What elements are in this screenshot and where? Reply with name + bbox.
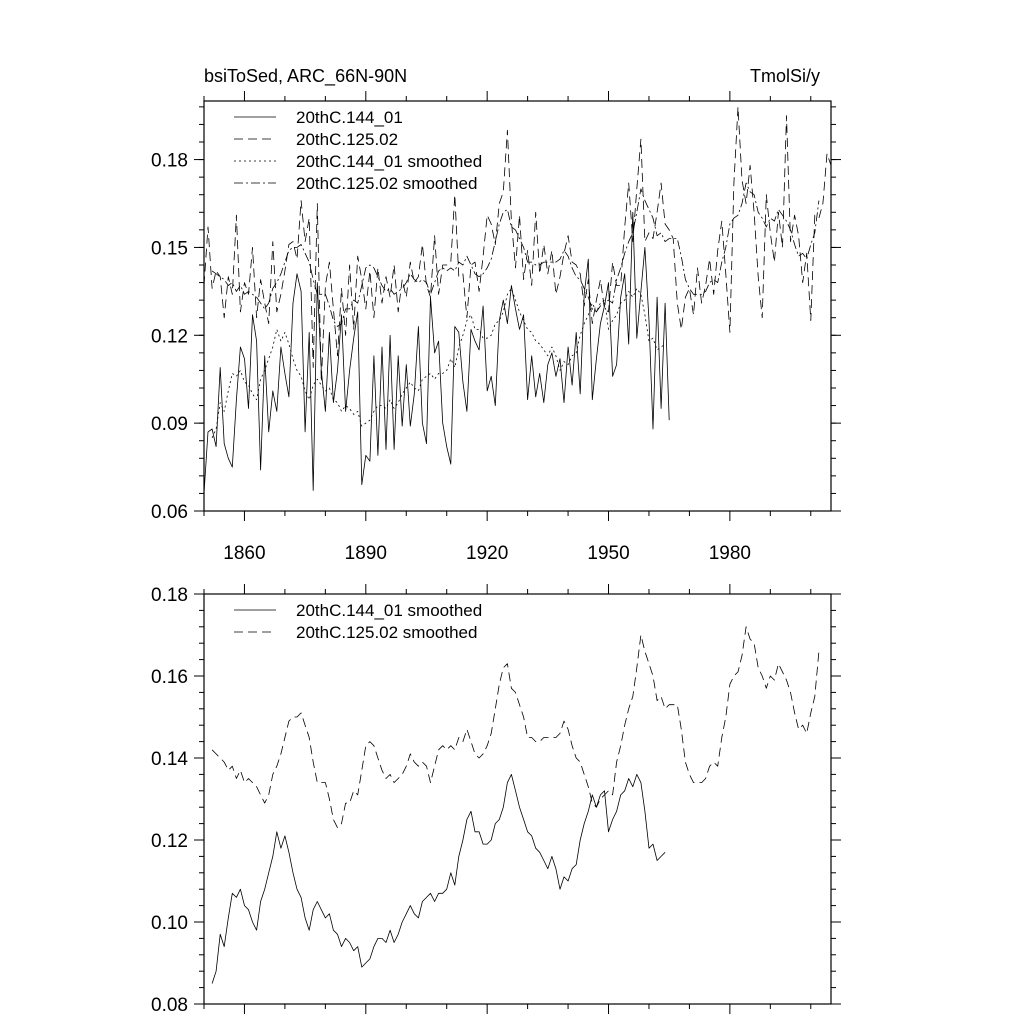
x-tick-label: 1860: [223, 543, 265, 564]
legend-label: 20thC.125.02 smoothed: [296, 623, 477, 642]
x-tick-label: 1980: [709, 543, 751, 564]
series-line-2: [211, 287, 666, 438]
legend-label: 20thC.144_01 smoothed: [296, 601, 482, 620]
y-tick-label: 0.14: [151, 749, 188, 770]
x-tick-label: 1950: [587, 543, 629, 564]
y-tick-label: 0.08: [151, 995, 188, 1016]
y-tick-label: 0.15: [151, 238, 188, 259]
bottom-axis-ticks: 0.08 0.10 0.12 0.14 0.16 0.18: [151, 584, 841, 1016]
series-line-3: [211, 182, 820, 327]
top-series-group: [203, 106, 832, 494]
legend-label: 20thC.125.02 smoothed: [296, 174, 477, 193]
top-axis-ticks: 0.06 0.09 0.12 0.15 0.18 1860 1890 1920 1950 1980: [151, 91, 841, 564]
top-panel: bsiToSed, ARC_66N-90N TmolSi/y 0.060.090…: [151, 66, 841, 564]
y-tick-label: 0.12: [151, 326, 188, 347]
top-plot-frame: [203, 100, 832, 512]
y-tick-label: 0.12: [151, 831, 188, 852]
bottom-series-group: [211, 626, 820, 984]
top-title-left: bsiToSed, ARC_66N-90N: [204, 66, 407, 87]
x-tick-label: 1890: [345, 543, 387, 564]
bottom-panel: 0.08 0.10 0.12 0.14 0.16 0.18 20thC.144_01 sm…: [151, 584, 841, 1016]
bottom-plot-frame: [203, 593, 832, 1005]
legend-label: 20thC.125.02: [296, 130, 398, 149]
series-line-0: [203, 211, 670, 494]
series-line-1: [203, 106, 832, 383]
y-tick-label: 0.18: [151, 151, 188, 172]
legend-label: 20thC.144_01: [296, 108, 403, 127]
top-title-right: TmolSi/y: [750, 66, 820, 86]
series-line-0: [211, 774, 666, 984]
x-tick-label: 1920: [466, 543, 508, 564]
top-legend: 20thC.144_01 20thC.125.02 20thC.144_01 smo…: [234, 108, 482, 193]
series-line-1: [211, 626, 820, 829]
bottom-legend: 20thC.144_01 smoothed 20thC.125.02 smooth…: [234, 601, 482, 642]
y-tick-label: 0.10: [151, 913, 188, 934]
y-tick-label: 0.06: [151, 502, 188, 523]
legend-label: 20thC.144_01 smoothed: [296, 152, 482, 171]
y-tick-label: 0.16: [151, 667, 188, 688]
y-tick-label: 0.18: [151, 585, 188, 606]
y-tick-label: 0.09: [151, 414, 188, 435]
